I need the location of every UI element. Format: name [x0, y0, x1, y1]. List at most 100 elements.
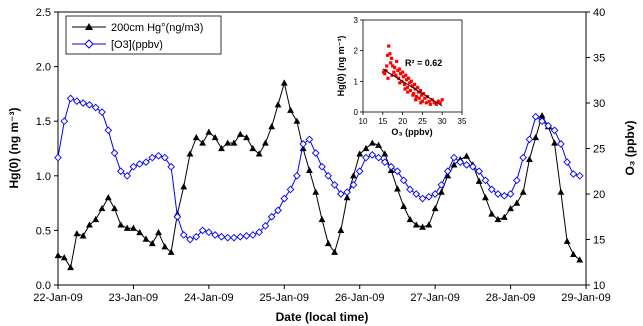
inset-point: [421, 92, 426, 96]
hg-point: [519, 188, 527, 195]
inset-point: [402, 82, 407, 86]
inset-point: [394, 73, 398, 77]
x-tick-label: 28-Jan-09: [486, 292, 536, 304]
o3-point: [280, 194, 289, 203]
o3-point: [469, 162, 477, 171]
hg-point: [79, 232, 87, 239]
inset-point: [410, 84, 415, 88]
hg-point: [557, 188, 565, 195]
inset-point: [424, 101, 428, 105]
hg-point: [123, 224, 131, 231]
o3-point: [205, 228, 213, 237]
hg-point: [324, 239, 332, 247]
hg-point: [381, 150, 389, 157]
x-tick-label: 27-Jan-09: [410, 292, 460, 304]
inset-point: [418, 88, 423, 93]
inset-x-tick-label: 25: [418, 117, 427, 126]
o3-point: [380, 158, 389, 166]
inset-x-tick-label: 20: [398, 117, 407, 126]
o3-point: [494, 190, 502, 198]
hg-point: [161, 243, 169, 250]
x-tick-label: 29-Jan-09: [561, 292, 611, 304]
inset-axis: 10 15 20 25 30 35 0 1 2 3: [354, 16, 467, 126]
hg-point: [500, 213, 508, 220]
legend-label-o3: [O3](ppbv): [111, 39, 163, 51]
o3-point: [230, 233, 238, 242]
axis-layer: 22-Jan-09 23-Jan-09 24-Jan-09 25-Jan-09 26-J…: [33, 7, 611, 304]
o3-point: [337, 190, 345, 198]
hg-point: [98, 204, 106, 212]
y-left-tick-label: 1.5: [36, 116, 51, 128]
hg-point: [482, 194, 489, 201]
hg-point: [425, 221, 433, 228]
legend-entry-o3: [O3](ppbv): [72, 39, 163, 51]
legend-box: [65, 15, 222, 55]
inset-x-tick-label: 35: [458, 117, 467, 126]
y-right-tick-label: 40: [593, 7, 605, 19]
inset-point: [385, 64, 389, 68]
hg-point: [73, 230, 81, 237]
hg-point: [218, 144, 225, 152]
o3-point: [223, 233, 232, 242]
o3-point: [512, 176, 521, 185]
inset-point: [416, 85, 420, 90]
hg-point: [551, 139, 558, 146]
y-axis-title-right: O₃ (ppbv): [623, 121, 637, 176]
o3-point: [368, 151, 377, 159]
hg-point: [293, 117, 301, 124]
hg-point: [155, 228, 162, 236]
hg-point: [287, 106, 294, 113]
inset-point: [423, 96, 427, 100]
o3-point: [462, 161, 471, 169]
hg-point: [563, 237, 571, 244]
inset-point: [403, 87, 407, 91]
hg-point: [167, 248, 175, 255]
hg-point: [450, 161, 458, 168]
inset-x-tick-label: 10: [359, 117, 368, 126]
hg-point: [368, 139, 376, 146]
o3-point: [406, 185, 414, 194]
hg-point: [142, 235, 150, 242]
hg-point: [148, 239, 156, 247]
o3-point: [544, 121, 553, 130]
o3-point: [286, 185, 295, 194]
o3-point: [255, 228, 264, 237]
o3-point: [374, 153, 383, 162]
x-axis-title: Date (local time): [276, 310, 369, 324]
o3-point: [261, 222, 270, 230]
inset-y-tick-label: 0: [354, 108, 359, 117]
y-left-tick-label: 0.0: [36, 280, 51, 292]
hg-point: [299, 144, 307, 152]
hg-point: [350, 172, 357, 179]
inset-y-axis-title: Hg(0) (ng m⁻³): [336, 36, 346, 97]
inset-point: [401, 70, 405, 74]
o3-point: [85, 100, 94, 109]
inset-y-tick-label: 3: [354, 16, 359, 25]
inset-point: [416, 90, 421, 94]
o3-point: [569, 170, 578, 178]
o3-point: [104, 126, 113, 135]
o3-point: [330, 181, 339, 189]
o3-point: [142, 158, 150, 166]
inset-x-axis-title: O₃ (ppbv): [391, 127, 432, 137]
inset-point: [401, 75, 405, 79]
hg-point: [362, 144, 370, 152]
inset-point: [406, 90, 410, 94]
o3-point: [456, 158, 465, 166]
hg-point: [54, 251, 62, 259]
hg-point: [532, 133, 540, 141]
hg-point: [331, 248, 338, 255]
o3-point: [563, 158, 571, 166]
o3-point: [487, 185, 496, 194]
y-left-tick-label: 0.5: [36, 225, 51, 237]
inset-point: [408, 88, 413, 93]
inset-y-tick-label: 1: [354, 77, 359, 86]
o3-point: [437, 181, 446, 189]
hg-point: [280, 79, 288, 86]
y-left-tick-label: 2.5: [36, 7, 51, 19]
inset-point: [427, 99, 431, 103]
hg-point: [507, 204, 514, 212]
o3-point: [110, 149, 119, 157]
o3-point: [66, 94, 75, 103]
inset-point: [385, 53, 390, 57]
